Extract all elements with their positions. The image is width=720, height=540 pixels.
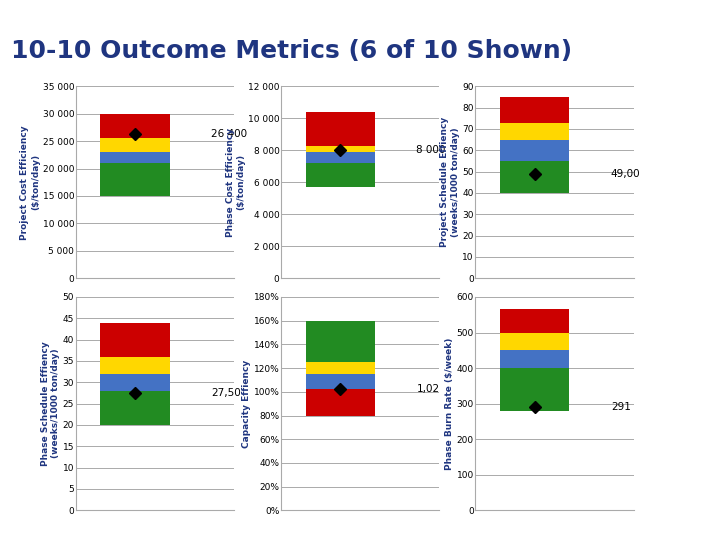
Text: 10-10 Outcome Metrics (6 of 10 Shown): 10-10 Outcome Metrics (6 of 10 Shown)	[11, 39, 572, 63]
Text: 1,02: 1,02	[416, 384, 439, 394]
Y-axis label: Capacity Effiency: Capacity Effiency	[242, 360, 251, 448]
Bar	[305, 145, 375, 152]
Text: 26 400: 26 400	[211, 129, 248, 138]
Text: 291: 291	[611, 402, 631, 412]
Bar	[100, 138, 170, 152]
Bar	[305, 112, 375, 145]
Bar	[500, 140, 570, 161]
Bar	[100, 391, 170, 425]
Bar	[100, 163, 170, 196]
Text: 8 000: 8 000	[416, 145, 446, 156]
Y-axis label: Phase Cost Efficiency
($/ton/day): Phase Cost Efficiency ($/ton/day)	[225, 127, 245, 237]
Bar	[305, 374, 375, 389]
Text: C: C	[649, 516, 660, 531]
Bar	[305, 362, 375, 374]
Bar	[305, 321, 375, 362]
Bar	[500, 123, 570, 140]
Bar	[305, 163, 375, 187]
Bar	[305, 389, 375, 415]
Bar	[100, 357, 170, 374]
Y-axis label: Phase Burn Rate ($/week): Phase Burn Rate ($/week)	[445, 338, 454, 470]
Bar	[100, 322, 170, 357]
Bar	[500, 333, 570, 350]
Bar	[500, 368, 570, 411]
Text: 49,00: 49,00	[611, 168, 641, 179]
Bar	[500, 309, 570, 333]
Y-axis label: Phase Schedule Effiency
(weeks/1000 ton/day): Phase Schedule Effiency (weeks/1000 ton/…	[40, 341, 60, 466]
Y-axis label: Project Cost Efficiency
($/ton/day): Project Cost Efficiency ($/ton/day)	[20, 125, 40, 240]
Text: I: I	[677, 516, 683, 531]
Bar	[100, 152, 170, 163]
Bar	[305, 152, 375, 163]
Bar	[500, 350, 570, 368]
Bar	[100, 374, 170, 391]
Bar	[500, 97, 570, 123]
Bar	[500, 161, 570, 193]
Text: I: I	[698, 516, 703, 531]
Y-axis label: Project Schedule Effiency
(weeks/1000 ton/day): Project Schedule Effiency (weeks/1000 to…	[440, 117, 459, 247]
Bar	[100, 114, 170, 138]
Text: 27,50: 27,50	[211, 388, 241, 398]
